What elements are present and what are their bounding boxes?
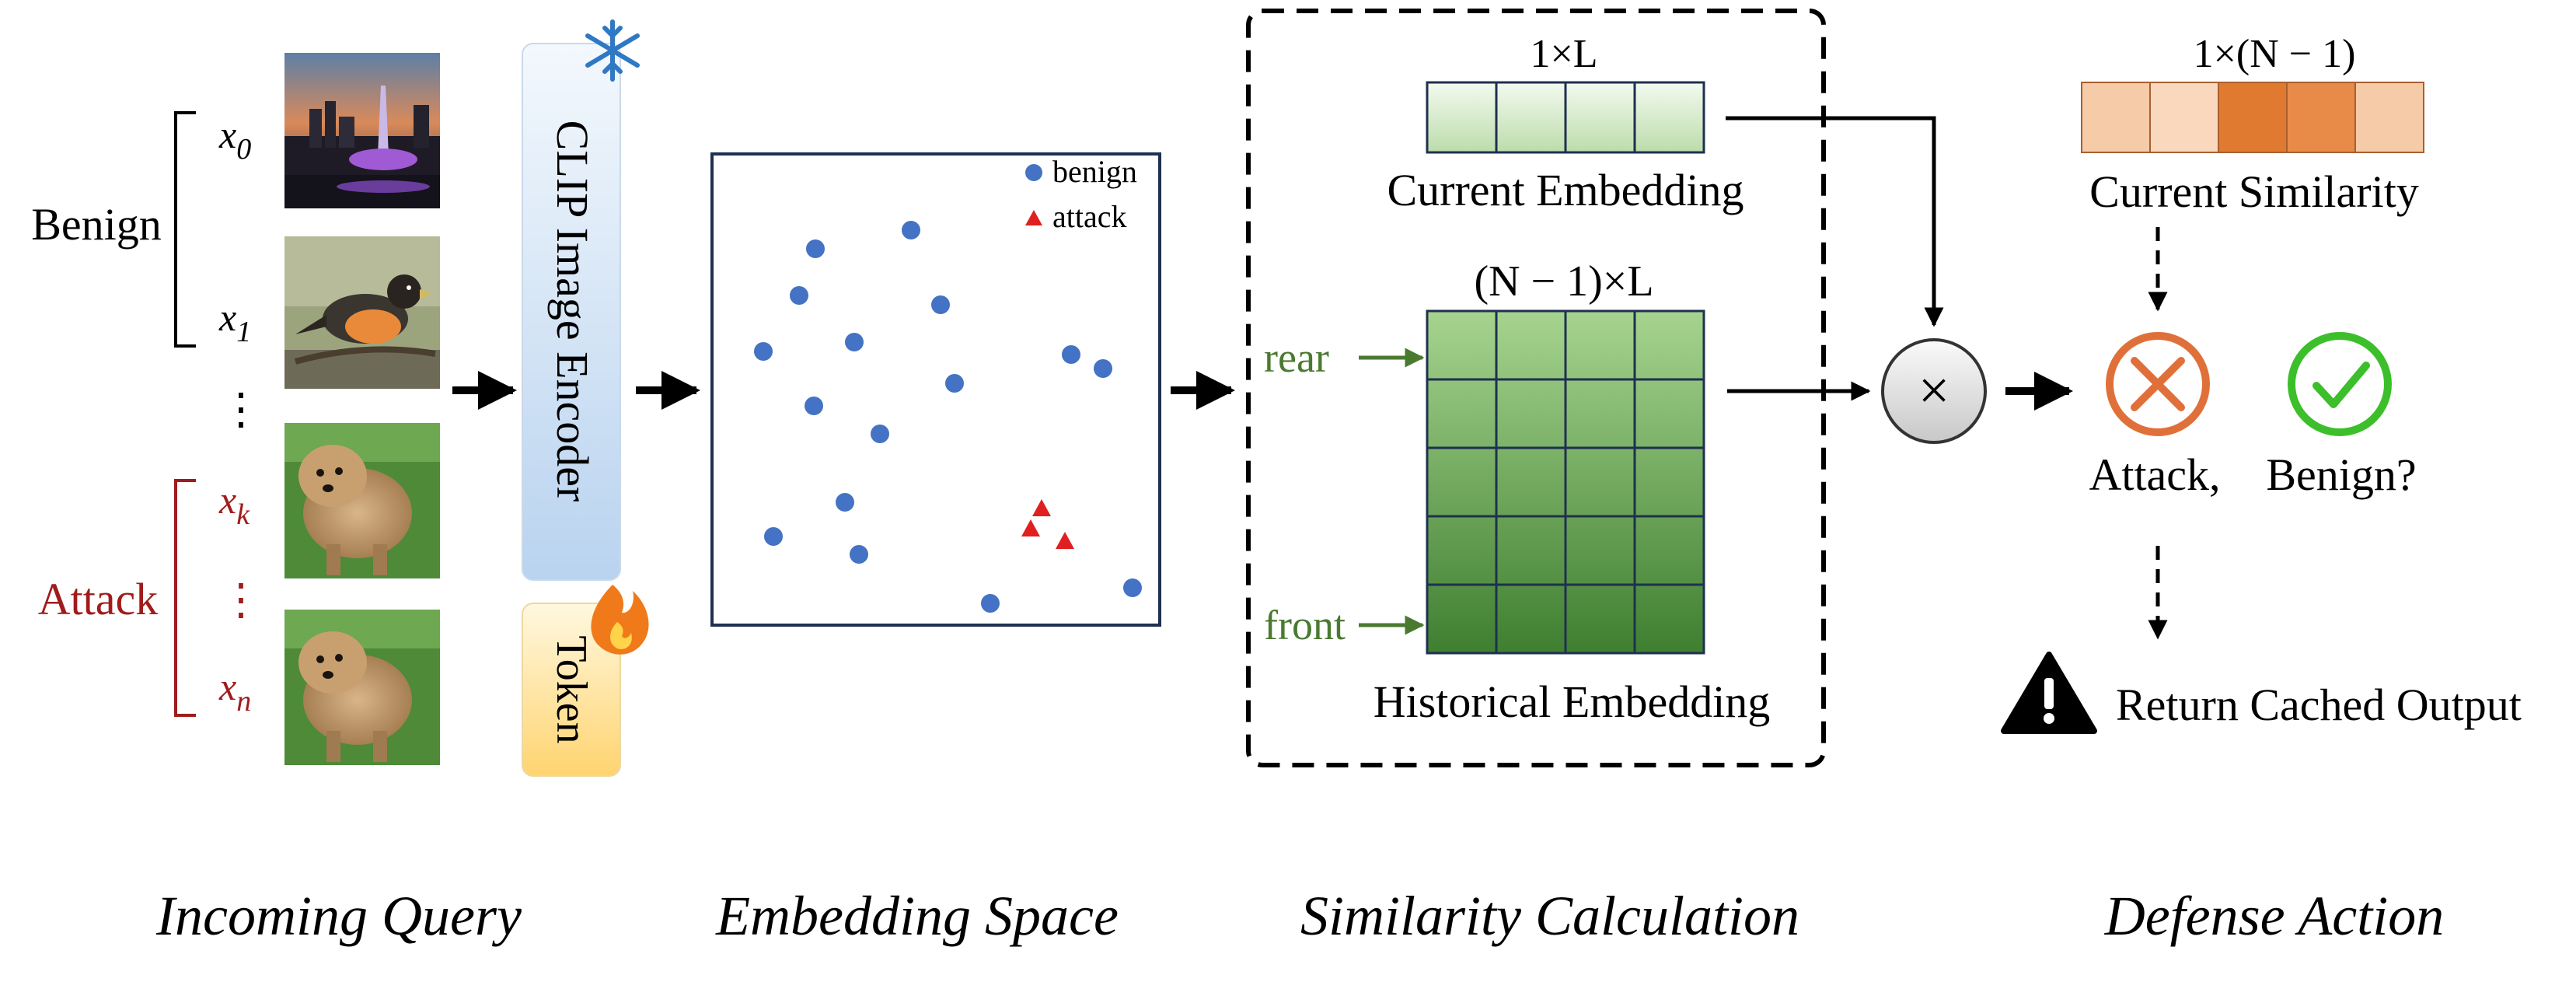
fluffy-dog-photo bbox=[284, 610, 440, 765]
embedding-points bbox=[754, 221, 1142, 613]
benign-point bbox=[845, 333, 864, 351]
benign-point bbox=[806, 239, 825, 258]
multiply-symbol: × bbox=[1918, 359, 1950, 421]
embedding-legend: benign attack bbox=[1025, 154, 1137, 234]
query-x1-label: x1 bbox=[218, 295, 251, 348]
benign-point bbox=[790, 286, 808, 305]
multiply-node bbox=[1881, 338, 1987, 444]
incoming-query-caption: Incoming Query bbox=[155, 885, 522, 947]
historical-embedding-label: Historical Embedding bbox=[1374, 676, 1771, 727]
city-fountain-night-photo bbox=[284, 53, 440, 208]
similarity-dashed-frame bbox=[1246, 9, 1826, 767]
token-box bbox=[522, 603, 621, 777]
current-similarity-label: Current Similarity bbox=[2089, 166, 2419, 217]
accept-check-icon bbox=[2288, 332, 2392, 436]
encoder-block: CLIP Image Encoder Token bbox=[522, 19, 700, 777]
embedding-space-caption: Embedding Space bbox=[715, 885, 1119, 947]
fluffy-dog-photo bbox=[284, 423, 440, 578]
query-xn-label: xn bbox=[218, 665, 251, 718]
snowflake-icon bbox=[585, 19, 640, 82]
defense-caption: Defense Action bbox=[2104, 885, 2445, 947]
svg-text:x1: x1 bbox=[218, 295, 251, 348]
embedding-space-frame bbox=[710, 152, 1161, 627]
similarity-panel: 1×L Current Embedding (N − 1)×L rear fro… bbox=[1246, 9, 1944, 947]
query-xk-label: xk bbox=[218, 478, 250, 531]
benign-point bbox=[981, 594, 1000, 613]
similarity-caption: Similarity Calculation bbox=[1300, 885, 1799, 947]
incoming-query-panel: Benign Attack x0 x1 xk xn ⋮ ⋮ bbox=[31, 53, 522, 947]
benign-point bbox=[836, 493, 854, 512]
benign-vdots: ⋮ bbox=[219, 386, 263, 434]
historical-embedding-dim: (N − 1)×L bbox=[1474, 257, 1653, 306]
return-cached-output-label: Return Cached Output bbox=[2116, 680, 2522, 730]
query-x0-label: x0 bbox=[218, 113, 251, 166]
warning-icon bbox=[2001, 652, 2097, 734]
clip-encoder-box bbox=[522, 43, 621, 581]
benign-point bbox=[931, 295, 950, 314]
reject-x-icon bbox=[2106, 332, 2210, 436]
benign-point bbox=[850, 545, 868, 564]
benign-point bbox=[902, 221, 920, 239]
legend-attack-label: attack bbox=[1052, 199, 1127, 234]
benign-point bbox=[945, 374, 964, 393]
defense-panel: × 1×(N − 1) Current Similarity Attack, B… bbox=[1881, 32, 2522, 947]
bird-on-branch-photo bbox=[284, 236, 440, 389]
token-label: Token bbox=[547, 635, 595, 743]
arrow-current-to-multiply bbox=[1726, 116, 1944, 327]
attack-bracket bbox=[174, 479, 196, 717]
svg-text:x0: x0 bbox=[218, 113, 251, 166]
attack-vdots: ⋮ bbox=[219, 576, 263, 624]
current-embedding-dim: 1×L bbox=[1530, 32, 1597, 76]
attack-point bbox=[1056, 532, 1074, 549]
benign-group-label: Benign bbox=[31, 199, 162, 250]
benign-point bbox=[754, 342, 773, 361]
historical-embedding-matrix bbox=[1426, 309, 1705, 655]
attack-decision-label: Attack, bbox=[2089, 449, 2220, 500]
front-label: front bbox=[1264, 602, 1346, 648]
svg-text:xk: xk bbox=[218, 478, 250, 531]
attack-point bbox=[1021, 519, 1040, 536]
attack-points bbox=[1021, 499, 1074, 549]
current-similarity-vector bbox=[2081, 82, 2424, 153]
benign-point bbox=[1094, 359, 1112, 378]
benign-point bbox=[1062, 345, 1080, 364]
benign-point bbox=[764, 527, 783, 546]
benign-bracket bbox=[174, 111, 196, 348]
legend-attack-marker bbox=[1025, 210, 1042, 225]
attack-group-label: Attack bbox=[38, 574, 159, 624]
fire-icon bbox=[591, 585, 649, 655]
svg-text:xn: xn bbox=[218, 665, 251, 718]
current-embedding-vector bbox=[1426, 81, 1705, 154]
attack-point bbox=[1032, 499, 1051, 516]
rear-label: rear bbox=[1264, 334, 1329, 381]
legend-benign-label: benign bbox=[1052, 154, 1137, 189]
legend-benign-marker bbox=[1025, 164, 1042, 181]
benign-point bbox=[1123, 578, 1142, 597]
benign-point bbox=[871, 425, 889, 443]
benign-point bbox=[805, 397, 823, 415]
embedding-space-panel: benign attack Emb bbox=[710, 152, 1235, 947]
clip-encoder-label: CLIP Image Encoder bbox=[547, 121, 598, 502]
current-similarity-dim: 1×(N − 1) bbox=[2194, 32, 2356, 76]
benign-decision-label: Benign? bbox=[2266, 449, 2416, 500]
current-embedding-label: Current Embedding bbox=[1387, 165, 1744, 215]
